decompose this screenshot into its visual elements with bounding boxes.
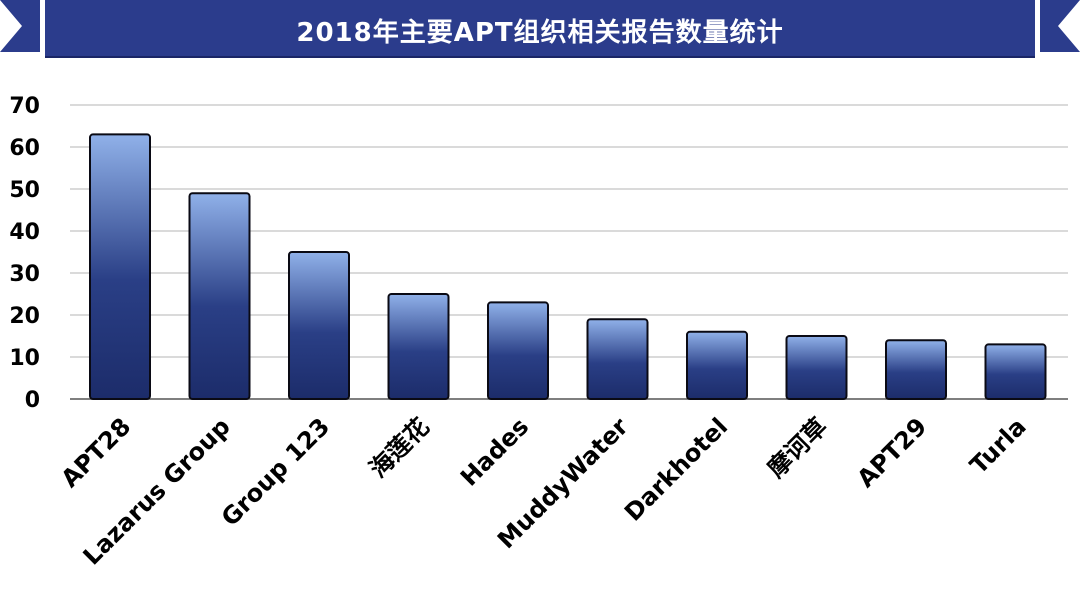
bar	[785, 335, 848, 400]
x-category-label: 海莲花	[364, 412, 435, 483]
x-category-label: APT28	[56, 412, 137, 493]
y-tick-label: 70	[9, 94, 40, 119]
bar	[487, 301, 549, 400]
y-tick-label: 0	[25, 388, 40, 413]
banner-left-ribbon	[0, 0, 40, 52]
x-category-label: Darkhotel	[619, 412, 733, 526]
y-tick-label: 60	[9, 136, 40, 161]
bar	[288, 251, 350, 400]
y-tick-label: 20	[9, 304, 40, 329]
bar	[586, 318, 649, 401]
y-tick-label: 30	[9, 262, 40, 287]
bar	[885, 339, 947, 401]
x-category-label: Turla	[965, 412, 1032, 479]
y-tick-label: 10	[9, 346, 40, 371]
x-category-label: APT29	[852, 412, 933, 493]
bar	[984, 343, 1047, 400]
x-category-label: 摩诃草	[762, 412, 833, 483]
bars	[89, 133, 1047, 401]
banner-main	[45, 0, 1035, 56]
y-tick-label: 50	[9, 178, 40, 203]
banner-right-ribbon	[1040, 0, 1080, 52]
title-banner	[0, 0, 1080, 58]
bar	[188, 192, 251, 400]
bar	[89, 133, 151, 400]
bar	[686, 330, 748, 400]
chart-title: 2018年主要APT组织相关报告数量统计	[296, 17, 784, 48]
y-tick-label: 40	[9, 220, 40, 245]
y-axis-ticks: 0 10 20 30 40 50 60 70	[9, 94, 40, 413]
x-category-label: Hades	[455, 412, 534, 491]
bar	[387, 293, 450, 400]
